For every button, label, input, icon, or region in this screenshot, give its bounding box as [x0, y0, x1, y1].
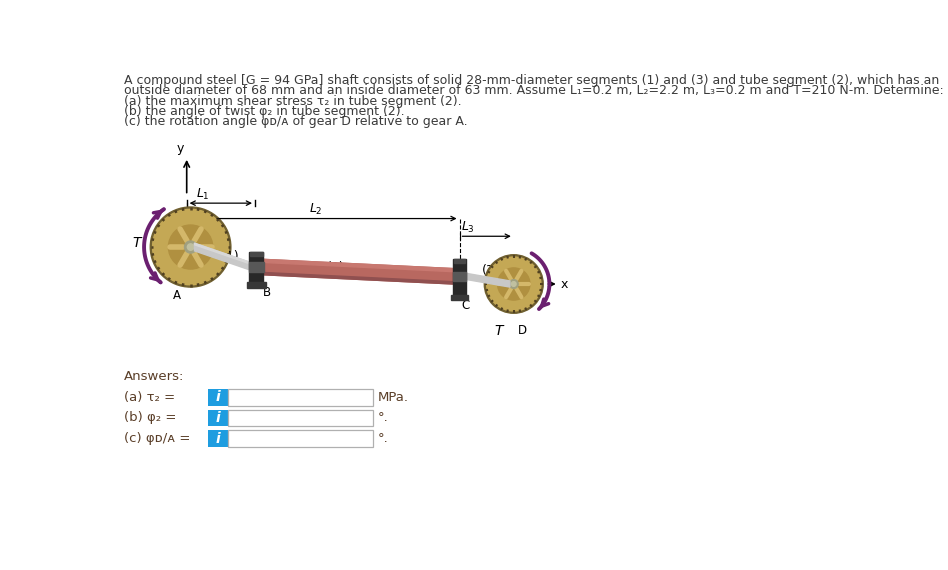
Bar [454, 259, 465, 263]
Bar [247, 283, 265, 288]
Text: A compound steel [G = 94 GPa] shaft consists of solid 28-mm-diameter segments (1: A compound steel [G = 94 GPa] shaft cons… [124, 74, 939, 87]
Text: (1): (1) [222, 250, 240, 263]
Text: (3): (3) [482, 264, 500, 278]
Polygon shape [264, 259, 453, 272]
Polygon shape [264, 259, 453, 284]
Text: $L_2$: $L_2$ [309, 202, 323, 217]
Text: i: i [215, 431, 220, 446]
Circle shape [153, 209, 228, 285]
Text: (b) the angle of twist φ₂ in tube segment (2).: (b) the angle of twist φ₂ in tube segmen… [124, 105, 405, 118]
Text: T: T [494, 324, 502, 338]
Circle shape [169, 225, 212, 269]
Bar [452, 272, 466, 281]
Text: A: A [173, 288, 181, 302]
Circle shape [509, 280, 519, 288]
Text: $L_1$: $L_1$ [196, 186, 210, 202]
FancyBboxPatch shape [208, 430, 228, 447]
Polygon shape [194, 243, 252, 271]
Text: °.: °. [378, 432, 389, 445]
Bar [250, 252, 263, 256]
Circle shape [185, 241, 196, 253]
Text: i: i [215, 411, 220, 425]
Text: $L_3$: $L_3$ [461, 219, 475, 235]
Text: (c) the rotation angle φᴅ/ᴀ of gear D relative to gear A.: (c) the rotation angle φᴅ/ᴀ of gear D re… [124, 115, 467, 128]
Text: (a) τ₂ =: (a) τ₂ = [124, 390, 175, 404]
Text: (c) φᴅ/ᴀ =: (c) φᴅ/ᴀ = [124, 432, 191, 445]
Bar [249, 252, 264, 284]
Text: i: i [215, 390, 220, 404]
Polygon shape [194, 243, 252, 264]
FancyBboxPatch shape [208, 409, 228, 426]
FancyBboxPatch shape [228, 430, 374, 447]
Text: (2): (2) [327, 260, 344, 274]
Text: (b) φ₂ =: (b) φ₂ = [124, 412, 176, 425]
Bar [453, 259, 465, 296]
Text: C: C [461, 299, 469, 312]
FancyBboxPatch shape [208, 389, 228, 406]
FancyBboxPatch shape [228, 409, 374, 426]
Polygon shape [465, 273, 510, 287]
Text: T: T [133, 236, 141, 250]
Circle shape [511, 282, 516, 286]
Text: MPa.: MPa. [378, 390, 410, 404]
Circle shape [188, 244, 193, 250]
Text: °.: °. [378, 412, 389, 425]
FancyBboxPatch shape [228, 389, 374, 406]
Text: (a) the maximum shear stress τ₂ in tube segment (2).: (a) the maximum shear stress τ₂ in tube … [124, 95, 462, 108]
Circle shape [151, 207, 231, 287]
Circle shape [484, 255, 543, 314]
Circle shape [486, 257, 541, 311]
Text: outside diameter of 68 mm and an inside diameter of 63 mm. Assume L₁=0.2 m, L₂=2: outside diameter of 68 mm and an inside … [124, 84, 943, 97]
Text: B: B [263, 286, 271, 299]
Text: Answers:: Answers: [124, 370, 184, 383]
Text: x: x [560, 278, 568, 291]
Text: D: D [518, 324, 527, 337]
Bar [451, 295, 468, 300]
Circle shape [498, 268, 530, 300]
Bar [248, 262, 264, 272]
Polygon shape [264, 272, 453, 284]
Text: y: y [177, 141, 184, 154]
